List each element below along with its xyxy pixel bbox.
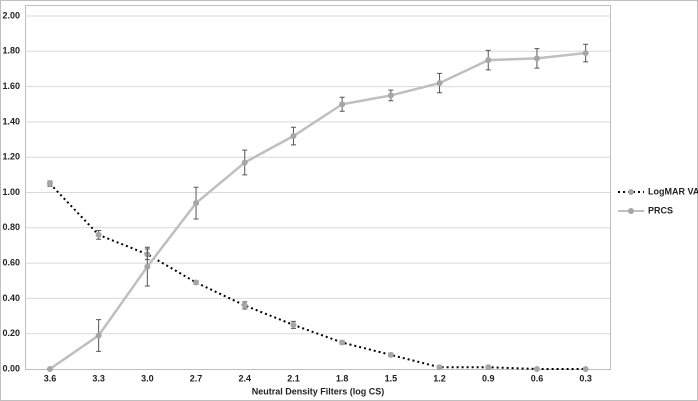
y-tick-label: 0.20 xyxy=(2,328,20,338)
point xyxy=(241,302,248,309)
point xyxy=(485,57,492,64)
y-tick-label: 2.00 xyxy=(2,10,20,20)
x-tick-label: 1.5 xyxy=(385,373,398,383)
point xyxy=(436,80,443,87)
point xyxy=(339,339,346,346)
point xyxy=(46,366,53,372)
y-tick-label: 0.60 xyxy=(2,257,20,267)
y-tick-label: 1.20 xyxy=(2,152,20,162)
legend-marker xyxy=(628,189,634,195)
point xyxy=(193,279,200,286)
point xyxy=(485,364,492,371)
point xyxy=(533,55,540,62)
series-line xyxy=(49,182,586,370)
point xyxy=(339,101,346,108)
x-tick-label: 0.3 xyxy=(579,373,592,383)
x-tick-label: 1.8 xyxy=(336,373,349,383)
x-tick-label: 3.3 xyxy=(92,373,105,383)
point xyxy=(290,321,297,328)
y-tick-label: 0.00 xyxy=(2,363,20,373)
point xyxy=(95,231,102,238)
x-tick-label: 2.1 xyxy=(287,373,300,383)
x-tick-label: 0.9 xyxy=(482,373,495,383)
point xyxy=(387,92,394,99)
x-tick-label: 0.6 xyxy=(531,373,544,383)
point xyxy=(46,180,53,187)
plot-border xyxy=(25,5,611,370)
series-line xyxy=(49,51,586,371)
point xyxy=(436,364,443,371)
point xyxy=(144,263,151,270)
x-tick-label: 1.2 xyxy=(433,373,446,383)
y-tick-label: 1.60 xyxy=(2,81,20,91)
point xyxy=(533,366,540,372)
point xyxy=(387,351,394,358)
x-axis-label: Neutral Density Filters (log CS) xyxy=(252,386,385,396)
legend-label: LogMAR VA xyxy=(648,186,698,196)
y-tick-label: 0.40 xyxy=(2,293,20,303)
point xyxy=(582,50,589,57)
y-tick-label: 1.80 xyxy=(2,46,20,56)
x-tick-label: 3.0 xyxy=(141,373,154,383)
point xyxy=(241,159,248,166)
point xyxy=(290,133,297,140)
legend-marker xyxy=(628,208,634,214)
y-tick-label: 0.80 xyxy=(2,222,20,232)
x-tick-label: 2.7 xyxy=(190,373,203,383)
legend-label: PRCS xyxy=(648,205,673,215)
point xyxy=(95,332,102,339)
y-tick-label: 1.40 xyxy=(2,116,20,126)
x-tick-label: 2.4 xyxy=(238,373,251,383)
point xyxy=(582,366,589,372)
y-tick-label: 1.00 xyxy=(2,187,20,197)
x-tick-label: 3.6 xyxy=(44,373,57,383)
point xyxy=(193,200,200,207)
